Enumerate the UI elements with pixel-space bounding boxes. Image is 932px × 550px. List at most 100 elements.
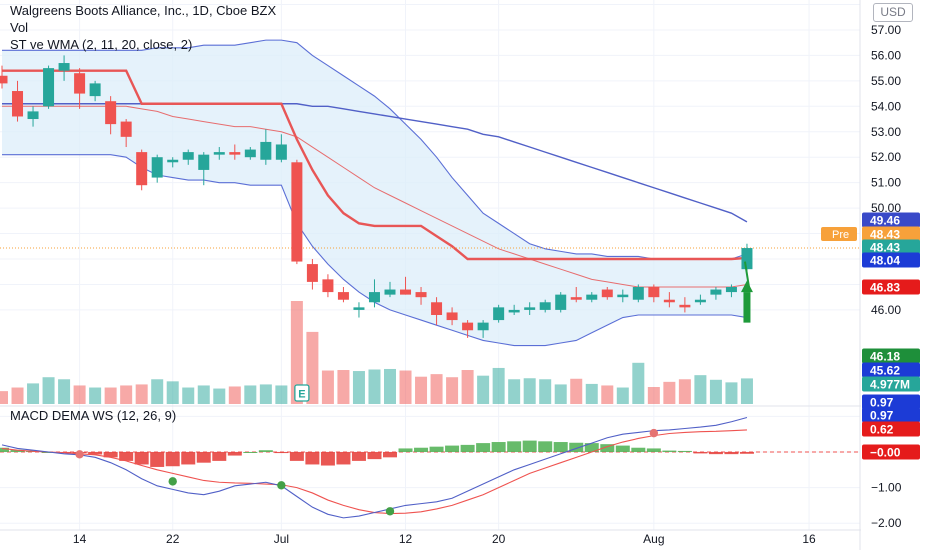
macd-histogram-bar [181, 452, 196, 465]
tag-macd-top-bg [862, 394, 920, 410]
volume-bar [259, 384, 272, 404]
tag-last-text: 48.43 [870, 241, 900, 255]
volume-bar [120, 385, 133, 404]
macd-tick-label: −2.00 [871, 516, 902, 530]
candle [632, 284, 644, 303]
earnings-marker[interactable] [294, 384, 310, 402]
candle [384, 281, 396, 298]
volume-bar [73, 385, 86, 404]
candle-body [136, 152, 148, 186]
candle [151, 154, 163, 183]
candle-body [617, 294, 629, 298]
tag-volume-bg [862, 376, 920, 392]
candle-body [368, 292, 380, 303]
candle [58, 55, 70, 81]
macd-cross-marker [75, 450, 84, 459]
macd-legend: MACD DEMA WS (12, 26, 9) [10, 408, 177, 423]
tag-buy: 46.18 [862, 348, 920, 364]
buy-signal-stroke [743, 261, 750, 288]
macd-histogram-bar [553, 442, 568, 452]
volume-bar [523, 378, 536, 404]
candle-body [570, 297, 582, 300]
time-tick-label: Aug [643, 532, 664, 546]
macd-histogram-bar [739, 452, 754, 454]
time-tick-label: 14 [73, 532, 87, 546]
candle-body [260, 141, 272, 160]
volume-bar [508, 379, 521, 404]
macd-histogram-bar [0, 447, 9, 452]
tag-last: 48.43 [862, 239, 920, 255]
volume-bar [290, 301, 303, 404]
candle [586, 292, 598, 303]
candle-body [182, 152, 194, 160]
macd-histogram-bar [88, 452, 103, 455]
volume-bar [275, 385, 288, 404]
time-tick-label: 22 [166, 532, 180, 546]
volume-bar [135, 384, 148, 404]
candle [136, 149, 148, 191]
tag-buy-text: 46.18 [870, 350, 900, 364]
macd-histogram-bar [476, 443, 491, 452]
volume-bar [399, 370, 412, 404]
volume-bar [0, 391, 8, 404]
candle [679, 297, 691, 313]
tag-wma-slow-text: 49.46 [870, 214, 900, 228]
macd-histogram-bar [445, 445, 460, 452]
macd-histogram-bar [631, 447, 646, 452]
volume-bar [663, 381, 676, 404]
vol-legend: Vol [10, 20, 29, 35]
time-axis[interactable]: 14 22 Jul 12 20 Aug 16 [73, 532, 816, 546]
candle [198, 152, 210, 186]
candle [415, 286, 427, 305]
macd-histogram-bar [227, 452, 242, 456]
macd-histogram-bar [351, 452, 366, 461]
candle-body [694, 299, 706, 303]
candle [710, 286, 722, 300]
candle-body [105, 101, 117, 125]
candle-body [539, 302, 551, 310]
volume-bar [197, 385, 210, 404]
candle-body [89, 83, 101, 97]
tag-macd-bg [862, 407, 920, 423]
candle [260, 129, 272, 165]
macd-cross-marker [277, 481, 286, 490]
macd-histogram-bar [460, 444, 475, 452]
candle-body [151, 157, 163, 178]
volume-bar [616, 387, 629, 404]
volume-bar [182, 387, 195, 404]
candle [601, 286, 613, 300]
volume-bar [539, 379, 552, 404]
volume-bar [42, 377, 55, 404]
candle [275, 134, 287, 163]
macd-histogram-bar [724, 452, 739, 455]
volume-bar [678, 379, 691, 404]
currency-button[interactable]: USD [873, 3, 913, 22]
tag-wma-slow-bg [862, 212, 920, 228]
candle-body [384, 289, 396, 295]
volume-bar [477, 375, 490, 404]
volume-bar [104, 387, 117, 404]
macd-histogram-bar [507, 441, 522, 452]
tag-pre: 48.43 [862, 226, 920, 242]
volume-bar [244, 385, 257, 404]
candle [663, 292, 675, 308]
macd-histogram-bar [398, 448, 413, 452]
tag-supertrend-bg [862, 252, 920, 268]
candle [539, 299, 551, 313]
tag-macd-top: 0.97 [862, 394, 920, 410]
price-tick-label: 54.00 [871, 99, 901, 113]
volume-bar [632, 362, 645, 404]
macd-histogram-bar [367, 452, 382, 460]
candle-body [322, 279, 334, 293]
time-tick-label: 20 [492, 532, 506, 546]
tag-macd: 0.97 [862, 407, 920, 423]
price-axis[interactable]: 46.0047.0048.0049.0050.0051.0052.0053.00… [861, 0, 932, 550]
candle-body [306, 264, 318, 282]
candle-body [120, 121, 132, 137]
candle [182, 149, 194, 165]
tag-hist: −0.00 [862, 444, 920, 460]
candlesticks: E [0, 55, 753, 402]
candle [353, 302, 365, 318]
